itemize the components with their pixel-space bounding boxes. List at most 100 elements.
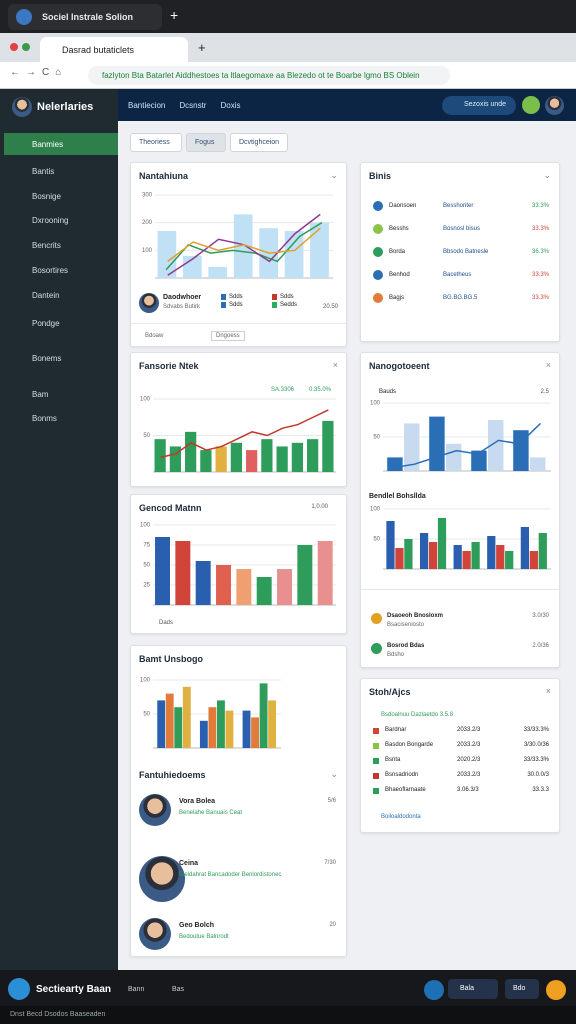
footer[interactable]: Dngoess <box>211 331 245 341</box>
sidebar-item[interactable]: Bencrits <box>32 241 61 250</box>
bar <box>185 431 197 472</box>
sidebar-item[interactable]: Bonms <box>32 414 57 423</box>
browser-tab[interactable]: Dasrad butaticlets <box>40 37 188 62</box>
menu[interactable]: ⌄ <box>330 170 338 180</box>
card: Gencod Matnn 1,0.00 25 50 75 100 Dads <box>130 494 347 634</box>
bar <box>307 439 319 472</box>
row-value: 33.3% <box>531 226 549 232</box>
y-tick-label: 50 <box>143 712 150 718</box>
row-name: Benhod <box>389 272 410 278</box>
nav-buttons[interactable]: ←→C⌂ <box>10 67 68 78</box>
chart: 50 100 <box>140 397 336 473</box>
bar <box>217 700 225 748</box>
bar <box>169 446 181 472</box>
menu[interactable]: ⌄ <box>543 170 551 180</box>
close[interactable]: × <box>545 360 551 370</box>
app-title: Nelerlaries <box>37 101 94 113</box>
card-title: Stoh/Ajcs <box>369 687 411 697</box>
sidebar-item[interactable]: Bosortires <box>32 266 69 275</box>
row-label: Bacetheus <box>443 272 472 278</box>
avatar <box>139 856 185 902</box>
cell: 3.06.3/3 <box>457 787 479 793</box>
row-value: 2.0/36 <box>532 643 549 649</box>
app-icon[interactable] <box>8 978 30 1000</box>
row-name: Daonsoen <box>389 203 417 209</box>
bar <box>233 214 253 278</box>
nav-item[interactable]: Doxis <box>220 101 241 110</box>
bar <box>251 717 259 748</box>
cell: Basdon Bongarde <box>385 742 434 748</box>
avatar[interactable] <box>522 96 540 114</box>
row-value: 33.3% <box>531 203 549 209</box>
taskbar-item[interactable]: Bas <box>172 986 185 993</box>
bar <box>538 533 547 569</box>
card-title: Bamt Unsbogo <box>139 654 203 664</box>
close[interactable]: × <box>545 686 551 696</box>
bar <box>322 420 334 472</box>
taskbar-item[interactable]: Bdo <box>505 979 539 999</box>
cell: Bsnsadriodn <box>385 772 419 778</box>
nav-item[interactable]: Dcsnstr <box>179 101 207 110</box>
row-value: 3.0/30 <box>532 613 549 619</box>
sidebar-item[interactable]: Bosnige <box>32 192 61 201</box>
y-tick-label: 50 <box>373 537 380 543</box>
taskbar-app[interactable]: Sectiearty Baan <box>36 984 112 995</box>
table-head: Bsdoalnuu Dazlaetdo 3.5.8 <box>381 712 454 718</box>
tab[interactable]: Dcvtighceion <box>230 133 288 152</box>
menu[interactable]: ⌄ <box>330 769 338 779</box>
footer: Dnst Becd Dsodos Baaseaden <box>0 1006 576 1024</box>
nav-item[interactable]: Bantiecion <box>128 101 166 110</box>
bar <box>200 450 212 472</box>
taskbar-item[interactable]: Bala <box>448 979 498 999</box>
divider <box>361 589 559 590</box>
window-dot <box>22 43 30 51</box>
value: 1,0.00 <box>311 504 328 510</box>
bar <box>157 230 177 278</box>
sidebar-item[interactable]: Banmies <box>4 133 118 155</box>
icon[interactable] <box>546 980 566 1000</box>
sidebar-item[interactable]: Dantein <box>32 291 60 300</box>
chart: 25 50 75 100 <box>140 523 336 606</box>
sidebar-item[interactable]: Bantis <box>32 167 55 176</box>
bar <box>261 439 273 472</box>
bar <box>386 521 395 569</box>
search[interactable]: Sezoxis unde <box>442 96 516 115</box>
cell: 33/33.3% <box>523 727 549 733</box>
person-value: 20 <box>329 922 336 928</box>
tab[interactable]: Fogus <box>186 133 226 152</box>
y-tick-label: 100 <box>142 248 153 254</box>
icon[interactable] <box>424 980 444 1000</box>
y-tick-label: 50 <box>143 433 150 439</box>
cell: 33/33.3% <box>523 757 549 763</box>
new-tab[interactable]: + <box>170 7 179 23</box>
bar <box>182 686 191 748</box>
chart: 100 200 300 <box>142 193 333 279</box>
os-tab[interactable]: Sociel Instrale Solion <box>8 4 162 30</box>
value: 0.35.0% <box>309 387 332 393</box>
icon <box>373 224 383 234</box>
bar <box>268 700 277 748</box>
person-name: Geo Bolch <box>179 922 215 929</box>
sidebar-item[interactable]: Dxrooning <box>32 216 69 225</box>
close[interactable]: × <box>332 360 338 370</box>
taskbar-item[interactable]: Bann <box>128 986 145 993</box>
tab[interactable]: Theoriess <box>130 133 182 152</box>
sidebar-item[interactable]: Bonems <box>32 354 62 363</box>
bar <box>277 569 292 605</box>
card-title: Nanogotoeent <box>369 361 430 371</box>
sidebar-item[interactable]: Pondge <box>32 319 60 328</box>
line <box>167 227 321 262</box>
y-tick-label: 50 <box>143 563 150 569</box>
bar <box>513 430 529 471</box>
avatar[interactable] <box>545 96 564 115</box>
bar <box>462 551 471 569</box>
row-label: Besshoriter <box>443 203 474 209</box>
bar <box>429 416 445 471</box>
new-tab[interactable]: + <box>198 40 206 55</box>
url[interactable]: fazlyton Bta Batarlet Aiddhestoes ta ltl… <box>88 66 450 85</box>
y-tick-label: 100 <box>370 507 381 513</box>
icon <box>373 743 379 749</box>
sidebar-item[interactable]: Bam <box>32 390 49 399</box>
card-title: Nantahiuna <box>139 171 189 181</box>
